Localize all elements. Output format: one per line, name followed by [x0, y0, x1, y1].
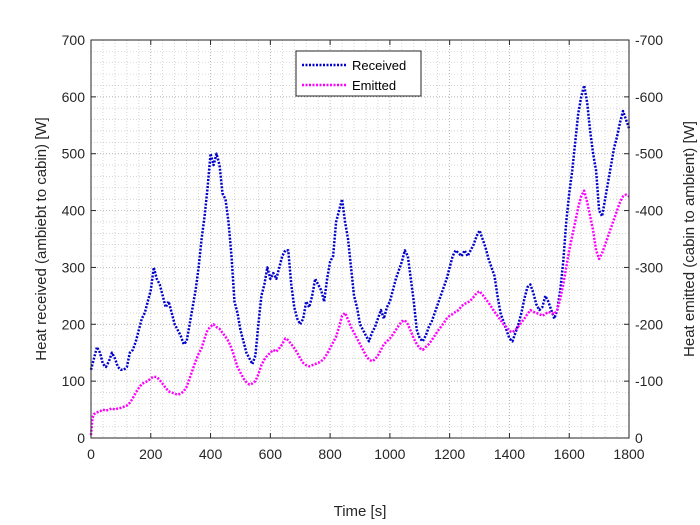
plot-frame [90, 39, 630, 439]
x-tick-label: 1400 [494, 446, 525, 462]
legend-box [295, 50, 422, 97]
x-tick-label: 1000 [374, 446, 405, 462]
x-tick-label: 600 [259, 446, 283, 462]
y-left-tick-label: 700 [62, 32, 86, 48]
y-right-tick-labels: 0 -100 -200 -300 -400 -500 -600 -700 [635, 32, 663, 446]
major-grid [91, 40, 629, 438]
axis-ticks [90, 39, 630, 439]
y-left-tick-label: 400 [62, 203, 86, 219]
plot-area [91, 40, 629, 438]
y-right-tick-label: -700 [635, 32, 663, 48]
y-left-tick-label: 200 [62, 316, 86, 332]
minor-grid [91, 40, 629, 438]
y-left-tick-label: 0 [77, 430, 85, 446]
y-right-tick-label: -300 [635, 259, 663, 275]
y-right-tick-label: -100 [635, 373, 663, 389]
x-tick-label: 1600 [554, 446, 585, 462]
legend-label-received: Received [352, 58, 406, 73]
y-right-tick-label: -500 [635, 146, 663, 162]
x-tick-label: 1200 [434, 446, 465, 462]
x-tick-labels: 0 200 400 600 800 1000 1200 1400 1600 1800 [87, 446, 645, 462]
series-layer [89, 84, 631, 436]
series-line-received [89, 84, 631, 372]
y-left-tick-label: 500 [62, 146, 86, 162]
y-left-tick-label: 600 [62, 89, 86, 105]
y-right-tick-label: -400 [635, 203, 663, 219]
legend-label-emitted: Emitted [352, 78, 396, 93]
x-axis-label: Time [s] [334, 503, 387, 520]
x-tick-label: 0 [87, 446, 95, 462]
y-right-tick-label: -600 [635, 89, 663, 105]
y-left-tick-label: 300 [62, 259, 86, 275]
y-left-axis-label: Heat received (ambiebt to cabin) [W] [33, 117, 50, 360]
x-tick-label: 800 [318, 446, 342, 462]
x-tick-label: 200 [139, 446, 163, 462]
y-left-tick-label: 100 [62, 373, 86, 389]
x-tick-label: 1800 [613, 446, 644, 462]
y-right-tick-label: -200 [635, 316, 663, 332]
y-right-axis-label: Heat emitted (cabin to ambient) [W] [681, 121, 698, 357]
y-right-tick-label: 0 [635, 430, 643, 446]
y-left-tick-labels: 0 100 200 300 400 500 600 700 [62, 32, 86, 446]
legend: Received Emitted [295, 50, 422, 97]
x-tick-label: 400 [199, 446, 223, 462]
